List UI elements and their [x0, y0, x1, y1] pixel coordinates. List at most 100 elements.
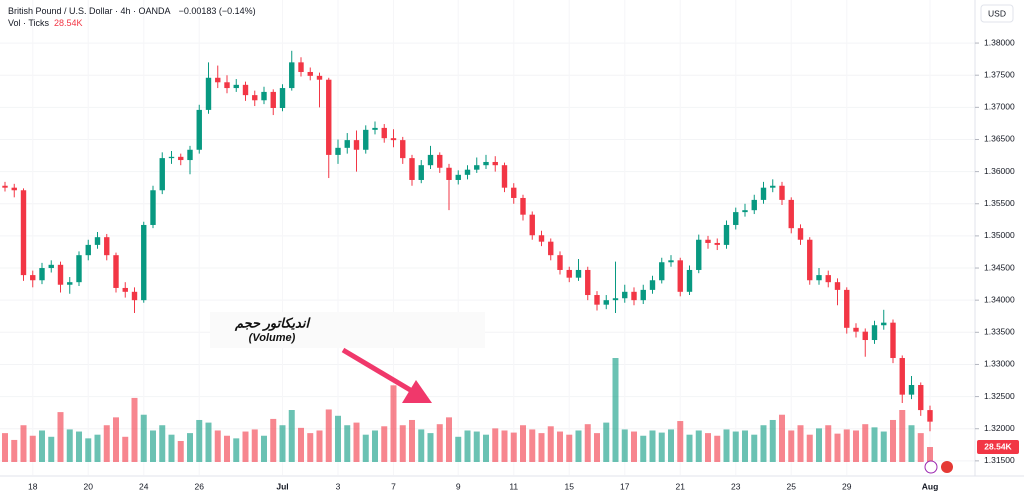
- candle-body: [733, 212, 739, 225]
- candle-body: [686, 269, 693, 292]
- x-tick-label: 20: [84, 481, 94, 491]
- candle-body: [566, 269, 572, 278]
- x-tick-label: 7: [391, 481, 396, 491]
- volume-header: Vol · Ticks 28.54K: [8, 18, 83, 28]
- currency-box[interactable]: [980, 4, 1014, 23]
- candle-body: [622, 291, 628, 299]
- candle-body: [298, 62, 304, 72]
- candle-body: [612, 298, 619, 301]
- candle-body: [289, 62, 295, 89]
- volume-bar: [714, 435, 721, 462]
- volume-bar: [335, 415, 341, 462]
- flag-icon[interactable]: [941, 461, 953, 473]
- volume-bar: [381, 426, 388, 462]
- x-tick-label: 11: [509, 481, 518, 491]
- y-tick-label: 1.33500: [984, 327, 1015, 337]
- candle-body: [131, 291, 138, 301]
- volume-bar: [39, 430, 45, 462]
- candle-body: [113, 255, 119, 288]
- candle-body: [335, 147, 341, 155]
- volume-bar: [529, 429, 536, 462]
- candle-body: [529, 214, 535, 236]
- volume-tag: [977, 440, 1019, 454]
- volume-bar: [917, 433, 924, 462]
- volume-bar: [520, 425, 526, 462]
- candle-body: [418, 165, 424, 180]
- volume-bar: [686, 434, 693, 462]
- volume-bar: [390, 385, 397, 462]
- volume-bar: [168, 434, 175, 462]
- volume-bar: [899, 410, 906, 462]
- candle-body: [363, 129, 369, 150]
- x-tick-label: 25: [787, 481, 797, 491]
- annotation-box: [210, 312, 485, 348]
- candle-body: [67, 282, 73, 285]
- volume-bar: [113, 417, 119, 462]
- candle-body: [307, 71, 313, 76]
- candle-body: [853, 327, 859, 332]
- candle-body: [705, 239, 711, 243]
- candle-body: [437, 154, 443, 168]
- candle-body: [908, 385, 915, 395]
- volume-bar: [492, 428, 499, 462]
- candle-body: [11, 187, 17, 191]
- volume-bar: [251, 429, 258, 462]
- candle-body: [409, 158, 415, 180]
- volume-bar: [233, 438, 240, 462]
- chart-title: British Pound / U.S. Dollar · 4h · OANDA…: [8, 6, 256, 16]
- y-tick-label: 1.32000: [984, 423, 1015, 433]
- volume-bar: [418, 429, 425, 462]
- volume-bar: [464, 430, 471, 462]
- volume-bar: [57, 412, 64, 462]
- annotation-subtitle: (Volume): [249, 332, 296, 344]
- volume-bar: [843, 429, 850, 462]
- volume-bar: [94, 434, 101, 462]
- candle-body: [85, 244, 91, 256]
- candle-body: [575, 269, 582, 278]
- volume-bar: [760, 425, 767, 462]
- candle-body: [871, 325, 878, 341]
- candle-body: [594, 295, 600, 305]
- candle-body: [76, 255, 82, 283]
- candle-body: [168, 156, 175, 159]
- candle-body: [159, 158, 165, 191]
- y-tick-label: 1.36000: [984, 166, 1015, 176]
- x-tick-label: 15: [565, 481, 575, 491]
- candle-body: [834, 282, 841, 290]
- volume-bar: [140, 414, 147, 462]
- volume-bar: [649, 430, 656, 462]
- candle-body: [788, 199, 794, 229]
- event-icon[interactable]: [924, 460, 938, 474]
- y-tick-label: 1.38000: [984, 37, 1015, 47]
- volume-bar: [631, 431, 637, 462]
- volume-bar: [908, 425, 915, 462]
- candle-body: [150, 190, 156, 225]
- y-tick-label: 1.35000: [984, 230, 1015, 240]
- volume-bar: [927, 447, 933, 462]
- volume-bar: [594, 433, 600, 462]
- x-tick-label: 9: [456, 481, 461, 491]
- arrow: [341, 347, 432, 403]
- volume-bar: [695, 430, 702, 462]
- volume-bar: [501, 430, 508, 462]
- volume-bar: [751, 434, 758, 462]
- candle-body: [538, 235, 545, 242]
- candle-body: [862, 331, 868, 341]
- title: British Pound / U.S. Dollar · 4h · OANDA: [8, 6, 171, 16]
- candle-body: [899, 358, 905, 395]
- candle-body: [511, 187, 517, 198]
- candle-body: [723, 224, 730, 245]
- y-tick-label: 1.34000: [984, 294, 1015, 304]
- volume-bar: [307, 433, 314, 462]
- volume-bar: [742, 430, 748, 462]
- candle-body: [48, 264, 54, 269]
- arrow-head: [402, 380, 432, 403]
- volume-bar: [658, 432, 665, 462]
- candle-body: [881, 322, 887, 326]
- volume-bar: [890, 419, 896, 462]
- candle-body: [2, 185, 8, 188]
- candle-body: [464, 169, 471, 175]
- candle-body: [927, 410, 933, 422]
- candle-body: [104, 237, 110, 256]
- candle-body: [344, 140, 350, 148]
